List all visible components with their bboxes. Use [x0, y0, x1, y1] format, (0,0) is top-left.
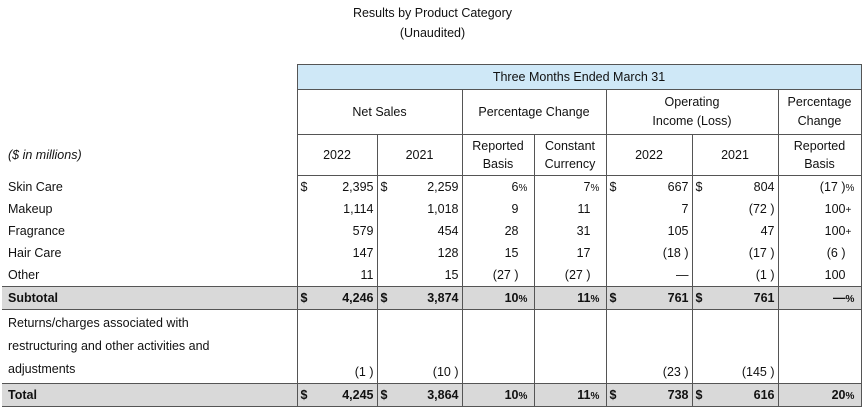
col-pc-reported: Reported Basis	[777, 134, 862, 176]
col-ns-2022: 2022	[296, 134, 377, 176]
pct-change2-header: Percentage Change	[777, 89, 862, 135]
col-reported: Reported Basis	[461, 134, 534, 176]
category-label: Other	[8, 268, 40, 282]
pct-change-header: Percentage Change	[461, 89, 606, 135]
subtotal-label: Subtotal	[2, 286, 297, 310]
col-ns-2021: 2021	[376, 134, 462, 176]
total-label: Total	[2, 383, 297, 407]
subtotal-row: Subtotal $4,246 $3,874 10% 11% $761 $761 —%	[2, 286, 862, 310]
col-oi-2022: 2022	[605, 134, 692, 176]
column-header-row: ($ in millions) 2022 2021 Reported Basis …	[2, 134, 862, 176]
col-oi-2021: 2021	[691, 134, 778, 176]
group-header-row: Net Sales Percentage Change Operating Inc…	[2, 89, 862, 135]
category-label: Makeup	[8, 202, 53, 216]
period-header: Three Months Ended March 31	[296, 64, 862, 90]
report-title: Results by Product Category	[352, 6, 513, 20]
report-subtitle: (Unaudited)	[399, 26, 466, 40]
results-table: Three Months Ended March 31 Net Sales Pe…	[2, 64, 862, 407]
table-row: Skin Care $2,395 $2,259 6% 7% $667 $804 (17 )%	[2, 175, 862, 198]
table-row: Other 11 15 (27 ) (27 ) — (1 ) 100	[2, 264, 862, 287]
returns-row: Returns/charges associated with restructu…	[2, 309, 862, 384]
col-constant: Constant Currency	[533, 134, 606, 176]
net-sales-header: Net Sales	[296, 89, 462, 135]
period-header-row: Three Months Ended March 31	[2, 64, 862, 90]
table-row: Hair Care 147 128 15 17 (18 ) (17 ) (6 )	[2, 242, 862, 264]
table-row: Makeup 1,114 1,018 9 11 7 (72 ) 100+	[2, 198, 862, 220]
op-income-header: Operating Income (Loss)	[605, 89, 778, 135]
units-label: ($ in millions)	[8, 148, 82, 162]
category-label: Hair Care	[8, 246, 62, 260]
category-label: Skin Care	[8, 179, 63, 194]
returns-label: Returns/charges associated with restructu…	[8, 316, 210, 376]
total-row: Total $4,245 $3,864 10% 11% $738 $616 20%	[2, 383, 862, 407]
category-label: Fragrance	[8, 224, 65, 238]
table-row: Fragrance 579 454 28 31 105 47 100+	[2, 220, 862, 242]
